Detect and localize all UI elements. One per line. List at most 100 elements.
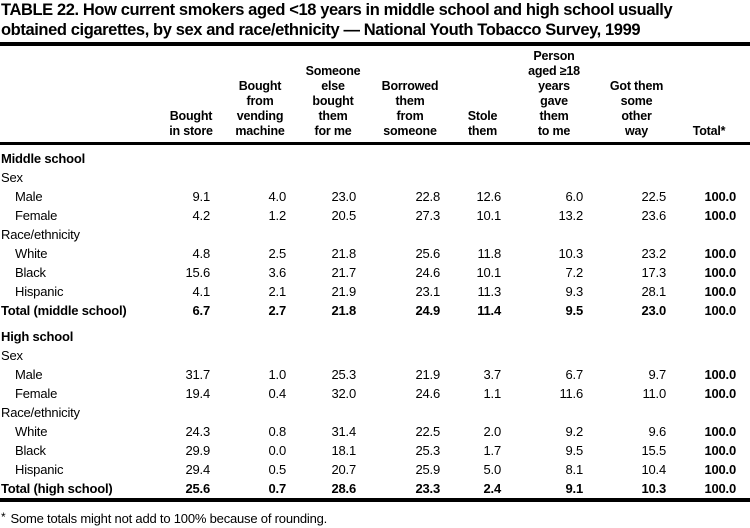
cell-value: 0.7 [268, 481, 287, 496]
cell-value [368, 320, 452, 346]
cell-value: 17.3 [641, 265, 666, 280]
cell-total-value: 100.0 [704, 367, 736, 382]
cell-value: 25.9 [415, 462, 440, 477]
cell-value: 10.1 [476, 265, 501, 280]
cell-value: 7.2 [565, 265, 584, 280]
cell-value: 19.4 [185, 386, 210, 401]
cell-value: 21.8 [331, 246, 356, 261]
row-label: Black [15, 265, 46, 280]
row-label: Race/ethnicity [1, 405, 80, 420]
cell-value: 24.9 [415, 303, 440, 318]
cell-value: 11.0 [642, 386, 666, 401]
row-label: Hispanic [15, 284, 64, 299]
cell-value: 22.8 [415, 189, 440, 204]
cell-total-value: 100.0 [704, 303, 736, 318]
cell-value: 9.6 [648, 424, 667, 439]
cell-value [513, 320, 595, 346]
column-header-total: Total* [678, 46, 750, 145]
cell-value: 5.0 [483, 462, 502, 477]
cell-value: 4.0 [268, 189, 287, 204]
cell-value: 15.5 [641, 443, 666, 458]
cell-value [513, 168, 595, 187]
cell-total-value: 100.0 [704, 208, 736, 223]
cell-value: 24.3 [185, 424, 210, 439]
cell-value: 32.0 [331, 386, 356, 401]
cell-value: 4.1 [192, 284, 211, 299]
column-header-borrowed: Borrowed them from someone [368, 46, 452, 145]
table-row: Hispanic 29.4 0.5 20.7 25.9 5.0 8.1 10.4 100.0 [0, 460, 750, 479]
cell-value [298, 320, 368, 346]
cell-value: 21.8 [331, 303, 356, 318]
cell-value [160, 346, 222, 365]
cell-value [222, 168, 298, 187]
cell-value: 28.6 [331, 481, 356, 496]
table-row: Total (high school) 25.6 0.7 28.6 23.3 2.4 9.1… [0, 479, 750, 498]
cell-value: 9.2 [565, 424, 584, 439]
cell-value: 20.5 [331, 208, 356, 223]
cell-value [222, 144, 298, 169]
cell-value: 11.4 [477, 303, 501, 318]
table-row: White 4.8 2.5 21.8 25.6 11.8 10.3 23.2 100.0 [0, 244, 750, 263]
cell-value [452, 320, 513, 346]
cell-value: 4.2 [192, 208, 211, 223]
cell-value [222, 320, 298, 346]
column-header-other-way: Got them some other way [595, 46, 678, 145]
cell-value: 21.7 [331, 265, 356, 280]
cell-value: 23.2 [641, 246, 666, 261]
table-row: Male 9.1 4.0 23.0 22.8 12.6 6.0 22.5 100.0 [0, 187, 750, 206]
header-row: Bought in store Bought from vending mach… [0, 46, 750, 145]
row-label: White [15, 246, 48, 261]
cell-value: 21.9 [331, 284, 356, 299]
row-label: Female [15, 386, 58, 401]
cell-total-value [678, 346, 750, 365]
cell-value: 11.6 [559, 386, 583, 401]
cell-value: 25.6 [415, 246, 440, 261]
row-label: Hispanic [15, 462, 64, 477]
cell-value: 2.4 [483, 481, 502, 496]
cell-value: 20.7 [331, 462, 356, 477]
cell-value [160, 225, 222, 244]
row-label: Total (middle school) [1, 303, 127, 318]
column-header-bought-in-store: Bought in store [160, 46, 222, 145]
cell-value: 9.1 [565, 481, 584, 496]
cell-value: 6.7 [192, 303, 211, 318]
table-row: Black 29.9 0.0 18.1 25.3 1.7 9.5 15.5 100.0 [0, 441, 750, 460]
cell-value [222, 225, 298, 244]
table-row: Sex [0, 168, 750, 187]
cell-total-value: 100.0 [704, 424, 736, 439]
cell-value: 3.7 [483, 367, 502, 382]
cell-value [513, 225, 595, 244]
cell-value [298, 403, 368, 422]
cell-value [298, 346, 368, 365]
table-row: Hispanic 4.1 2.1 21.9 23.1 11.3 9.3 28.1 100.0 [0, 282, 750, 301]
cell-value: 13.2 [558, 208, 583, 223]
row-label: White [15, 424, 48, 439]
table-row: Total (middle school) 6.7 2.7 21.8 24.9 11.4 9… [0, 301, 750, 320]
cell-total-value [678, 320, 750, 346]
cell-value: 12.6 [476, 189, 501, 204]
cell-value: 0.0 [268, 443, 287, 458]
cell-total-value: 100.0 [704, 481, 736, 496]
cell-value: 23.6 [641, 208, 666, 223]
table-row: High school [0, 320, 750, 346]
cell-total-value [678, 225, 750, 244]
table-footnote: * Some totals might not add to 100% becau… [0, 502, 750, 527]
cell-value: 22.5 [641, 189, 666, 204]
row-label: Sex [1, 348, 23, 363]
bottom-rule [0, 498, 750, 502]
cell-value: 10.1 [476, 208, 501, 223]
row-label: High school [1, 329, 74, 344]
cell-value [368, 168, 452, 187]
row-label: Female [15, 208, 58, 223]
cell-value: 23.0 [641, 303, 666, 318]
cell-total-value: 100.0 [704, 462, 736, 477]
cell-value: 18.1 [331, 443, 356, 458]
data-table: Bought in store Bought from vending mach… [0, 46, 750, 498]
cell-value [595, 168, 678, 187]
cell-value: 9.7 [648, 367, 667, 382]
cell-value: 2.7 [268, 303, 287, 318]
cell-value: 10.4 [641, 462, 666, 477]
cell-value: 24.6 [415, 386, 440, 401]
cell-value: 25.3 [331, 367, 356, 382]
cell-value: 15.6 [185, 265, 210, 280]
